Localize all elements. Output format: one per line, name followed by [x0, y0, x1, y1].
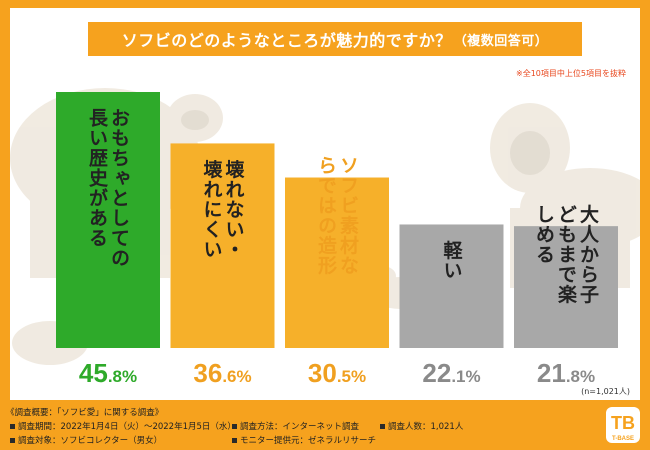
bar	[285, 177, 389, 348]
chart-title-main: ソフビのどのようなところが魅力的ですか？	[121, 31, 452, 50]
category-label: 壊れない・壊れにくい	[201, 159, 245, 259]
footer-item: モニター提供元：ゼネラルリサーチ	[232, 434, 376, 446]
value-label: 36.6%	[193, 358, 251, 388]
t-base-logo: TB T-BASE	[606, 407, 640, 443]
bar	[399, 224, 504, 348]
bar	[514, 226, 618, 348]
svg-text:どもまで楽: どもまで楽	[555, 204, 577, 304]
svg-text:らではの造形: らではの造形	[315, 156, 337, 276]
sample-size: (n=1,021人)	[581, 387, 630, 396]
value-label: 22.1%	[422, 358, 480, 388]
chart-note: ※全10項目中上位5項目を抜粋	[516, 69, 626, 78]
value-label: 45.8%	[79, 358, 137, 388]
chart-title-suffix: （複数回答可）	[453, 33, 549, 49]
svg-text:大人から子: 大人から子	[577, 203, 599, 304]
footer-item: 調査人数：1,021人	[380, 420, 463, 432]
logo-text: T-BASE	[612, 436, 634, 442]
svg-text:長い歴史がある: 長い歴史がある	[86, 108, 108, 248]
chart-title: ソフビのどのようなところが魅力的ですか？ （複数回答可）	[88, 22, 582, 56]
footer-item: 調査対象：ソフビコレクター（男女）	[10, 434, 162, 446]
svg-text:壊れない・: 壊れない・	[223, 159, 245, 259]
value-label: 30.5%	[308, 358, 366, 388]
survey-footer: 《調査概要：「ソフビ愛」に関する調査》 調査期間：2022年1月4日（火）～20…	[6, 406, 596, 448]
bar	[56, 92, 160, 348]
footer-item: 調査期間：2022年1月4日（火）～2022年1月5日（水）	[10, 420, 236, 432]
chart-panel: ソフビのどのようなところが魅力的ですか？ （複数回答可） ※全10項目中上位5項目…	[10, 8, 640, 400]
value-label: 21.8%	[537, 358, 595, 388]
footer-heading: 《調査概要：「ソフビ愛」に関する調査》	[6, 408, 164, 418]
footer-item: 調査方法：インターネット調査	[232, 420, 359, 432]
svg-text:しめる: しめる	[533, 204, 555, 264]
svg-text:おもちゃとしての: おもちゃとしての	[108, 108, 130, 268]
svg-text:軽い: 軽い	[441, 240, 463, 280]
svg-text:TB: TB	[611, 413, 635, 433]
svg-text:壊れにくい: 壊れにくい	[201, 159, 223, 259]
bar	[170, 143, 275, 348]
svg-text:ソフビ素材な: ソフビ素材な	[337, 156, 359, 276]
category-label: 軽い	[441, 240, 463, 280]
